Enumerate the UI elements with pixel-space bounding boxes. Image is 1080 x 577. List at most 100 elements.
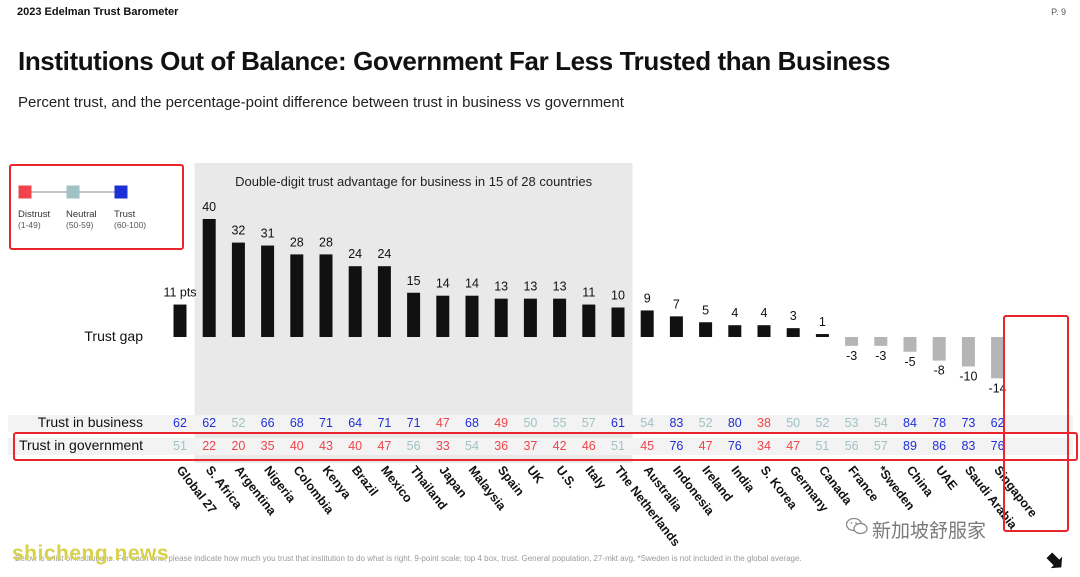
- watermark-account: 新加坡舒服家: [872, 520, 987, 542]
- business-trust-value: 62: [173, 416, 187, 430]
- category-label: UK: [524, 463, 546, 486]
- business-trust-value: 80: [728, 416, 742, 430]
- gap-bar: [611, 307, 625, 337]
- category-label: UAE: [933, 463, 960, 492]
- government-trust-value: 76: [728, 439, 742, 453]
- government-trust-value: 43: [319, 439, 333, 453]
- gap-value-label: 3: [790, 309, 797, 323]
- business-trust-value: 71: [377, 416, 391, 430]
- government-trust-value: 35: [261, 439, 275, 453]
- gap-value-label: 32: [231, 224, 245, 238]
- legend-label: Distrust: [18, 209, 51, 220]
- legend-label: Neutral: [66, 209, 97, 220]
- gap-bar: [699, 322, 713, 337]
- business-trust-value: 50: [523, 416, 537, 430]
- watermark-text: shicheng.news: [12, 542, 170, 565]
- business-trust-value: 52: [815, 416, 829, 430]
- business-trust-value: 54: [640, 416, 654, 430]
- government-trust-value: 47: [377, 439, 391, 453]
- gap-bar: [728, 325, 742, 337]
- business-trust-value: 68: [465, 416, 479, 430]
- business-trust-value: 66: [261, 416, 275, 430]
- gap-bar: [815, 334, 829, 337]
- business-trust-value: 52: [699, 416, 713, 430]
- government-trust-value: 37: [523, 439, 537, 453]
- gap-bar: [290, 254, 304, 337]
- page-subtitle: Percent trust, and the percentage-point …: [18, 94, 624, 111]
- gap-bar: [231, 242, 245, 337]
- business-trust-value: 62: [202, 416, 216, 430]
- government-trust-value: 51: [173, 439, 187, 453]
- gap-value-label: 15: [407, 274, 421, 288]
- government-trust-value: 42: [553, 439, 567, 453]
- gap-value-label: -3: [875, 349, 886, 363]
- gap-bar: [932, 337, 946, 361]
- gap-bar: [261, 245, 275, 337]
- gap-value-label: 28: [319, 235, 333, 249]
- gap-bar: [582, 304, 596, 337]
- government-trust-value: 51: [815, 439, 829, 453]
- government-trust-value: 47: [786, 439, 800, 453]
- gap-bar: [202, 219, 216, 337]
- government-trust-value: 45: [640, 439, 654, 453]
- gap-bar: [173, 304, 187, 337]
- business-row-band: [8, 415, 1073, 432]
- legend-range: (60-100): [114, 220, 146, 230]
- government-trust-value: 89: [903, 439, 917, 453]
- government-trust-value: 36: [494, 439, 508, 453]
- gap-value-label: 24: [377, 247, 391, 261]
- gap-value-label: 13: [523, 280, 537, 294]
- gap-value-label: 40: [202, 200, 216, 214]
- business-trust-value: 64: [348, 416, 362, 430]
- government-trust-value: 83: [961, 439, 975, 453]
- footnote: Below is a list of institutions. For eac…: [15, 554, 802, 563]
- gap-bar: [961, 337, 975, 367]
- gap-bar: [553, 298, 567, 337]
- gap-value-label: 5: [702, 303, 709, 317]
- government-trust-value: 40: [290, 439, 304, 453]
- gap-value-label: 7: [673, 297, 680, 311]
- gap-value-label: -3: [846, 349, 857, 363]
- government-trust-value: 33: [436, 439, 450, 453]
- legend-swatch: [66, 185, 80, 199]
- gap-value-label: 4: [761, 306, 768, 320]
- gap-bar: [465, 295, 479, 337]
- business-trust-value: 71: [407, 416, 421, 430]
- government-trust-value: 54: [465, 439, 479, 453]
- business-trust-value: 71: [319, 416, 333, 430]
- trust-in-business-row-label: Trust in business: [38, 414, 143, 430]
- government-trust-value: 20: [231, 439, 245, 453]
- gap-bar: [523, 298, 537, 337]
- business-trust-value: 49: [494, 416, 508, 430]
- highlight-label: Double-digit trust advantage for busines…: [235, 174, 592, 189]
- gap-value-label: 10: [611, 289, 625, 303]
- business-trust-value: 50: [786, 416, 800, 430]
- wechat-icon: [846, 517, 868, 535]
- gap-value-label: -14: [989, 381, 1007, 395]
- business-trust-value: 68: [290, 416, 304, 430]
- gap-bar: [407, 292, 421, 337]
- next-page-arrow-icon[interactable]: [1045, 551, 1065, 571]
- gap-value-label: 31: [261, 227, 275, 241]
- brand-title: 2023 Edelman Trust Barometer: [17, 6, 179, 18]
- category-label: Italy: [582, 463, 608, 491]
- business-trust-value: 52: [231, 416, 245, 430]
- business-trust-value: 84: [903, 416, 917, 430]
- gap-bar: [494, 298, 508, 337]
- business-trust-value: 83: [669, 416, 683, 430]
- trust-gap-row-label: Trust gap: [84, 328, 143, 344]
- government-trust-value: 47: [699, 439, 713, 453]
- government-trust-value: 22: [202, 439, 216, 453]
- gap-value-label: 13: [553, 280, 567, 294]
- legend-swatch: [18, 185, 32, 199]
- business-trust-value: 73: [961, 416, 975, 430]
- business-trust-value: 55: [553, 416, 567, 430]
- gap-bar: [845, 337, 859, 346]
- business-trust-value: 57: [582, 416, 596, 430]
- legend-range: (50-59): [66, 220, 94, 230]
- gap-bar: [348, 266, 362, 337]
- gap-value-label: 11: [582, 286, 595, 300]
- legend: Distrust(1-49) Neutral(50-59) Trust(60-100…: [18, 185, 146, 230]
- business-trust-value: 61: [611, 416, 625, 430]
